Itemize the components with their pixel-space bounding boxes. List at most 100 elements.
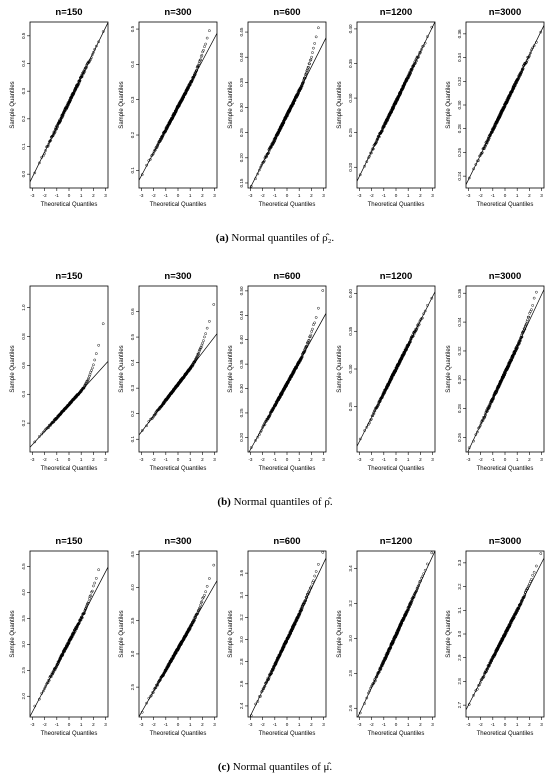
qq-point: [97, 568, 100, 572]
qq-point: [307, 66, 310, 69]
x-tick-label: -3: [248, 457, 253, 462]
x-axis-label: Theoretical Quantiles: [41, 466, 98, 472]
y-tick-label: 0.4: [130, 61, 135, 68]
qq-point: [204, 590, 207, 594]
x-tick-label: 0: [504, 193, 507, 198]
y-tick-label: 0.30: [457, 100, 462, 109]
caption-c: (c) Normal quantiles of μ̂.: [0, 761, 550, 773]
qq-point: [195, 356, 199, 359]
x-axis-label: Theoretical Quantiles: [368, 731, 425, 737]
y-tick-label: 0.35: [239, 77, 244, 86]
x-tick-label: 3: [431, 457, 434, 462]
qq-point: [374, 677, 378, 680]
qq-point: [93, 358, 97, 362]
panel-title: n=150: [55, 7, 82, 18]
x-tick-label: 3: [104, 193, 107, 198]
x-tick-label: -1: [491, 457, 496, 462]
qq-point: [374, 140, 378, 144]
plot-frame: [138, 285, 218, 453]
x-tick-label: 3: [213, 193, 216, 198]
qq-point: [305, 69, 309, 72]
y-tick-label: 0.3: [21, 88, 26, 95]
panel-b-1: n=150-3 -2 -1 0 1 2 30.20.40.60.81.0Theoretica…: [10, 271, 109, 472]
qq-point: [526, 318, 529, 322]
qq-reference-line: [249, 37, 326, 188]
x-tick-label: -2: [43, 722, 48, 727]
x-tick-label: -3: [139, 722, 144, 727]
y-tick-label: 4.0: [130, 584, 135, 591]
qq-point: [310, 330, 313, 333]
x-axis-label: Theoretical Quantiles: [368, 466, 425, 472]
panel-b-4: n=1200-3 -2 -1 0 1 2 30.250.300.350.40Theoreti…: [337, 271, 436, 472]
panel-b-5: n=3000-3 -2 -1 0 1 2 30.260.280.300.320.340.36…: [446, 271, 545, 472]
qq-point: [530, 308, 533, 312]
qq-point: [72, 90, 76, 93]
y-tick-label: 0.25: [239, 408, 244, 417]
y-tick-label: 0.45: [239, 310, 244, 319]
qq-point: [203, 45, 206, 49]
y-axis-label: Sample Quantiles: [10, 81, 16, 128]
sample-points: [249, 26, 320, 188]
x-tick-label: -2: [152, 722, 157, 727]
x-tick-label: -1: [164, 193, 169, 198]
qq-reference-line: [466, 557, 544, 711]
qq-point: [313, 42, 316, 45]
x-tick-label: 2: [310, 457, 313, 462]
qq-point: [44, 685, 47, 688]
x-axis-label: Theoretical Quantiles: [150, 466, 207, 472]
panel-a-1: n=150-3 -2 -1 0 1 2 30.00.10.20.30.40.5Theoret…: [10, 7, 109, 208]
x-tick-label: -3: [248, 193, 253, 198]
x-tick-label: -2: [370, 722, 375, 727]
x-axis-label: Theoretical Quantiles: [477, 731, 534, 737]
x-tick-label: 0: [395, 457, 398, 462]
y-tick-label: 0.40: [348, 24, 353, 33]
qq-point: [212, 563, 216, 567]
y-axis-label: Sample Quantiles: [446, 610, 452, 657]
qq-reference-line: [139, 33, 217, 181]
caption-label: (c): [217, 761, 231, 773]
y-tick-label: 3.0: [239, 636, 244, 643]
x-tick-label: 3: [322, 722, 325, 727]
x-tick-label: 2: [92, 722, 95, 727]
qq-point: [198, 347, 202, 351]
y-tick-label: 0.30: [457, 375, 462, 384]
sample-points: [249, 289, 325, 449]
qq-point: [202, 339, 205, 342]
qq-reference-line: [139, 580, 217, 717]
y-tick-label: 0.1: [21, 143, 26, 150]
qq-reference-line: [139, 333, 217, 436]
panel-title: n=150: [55, 536, 82, 547]
y-tick-label: 3.5: [21, 615, 26, 622]
y-tick-label: 0.15: [239, 178, 244, 187]
panel-a-5: n=3000-3 -2 -1 0 1 2 30.240.260.280.300.320.34…: [446, 7, 545, 208]
qq-point: [204, 332, 207, 335]
x-tick-label: -2: [261, 457, 266, 462]
y-tick-label: 2.9: [457, 654, 462, 661]
y-tick-label: 0.20: [348, 162, 353, 171]
x-axis-label: Theoretical Quantiles: [150, 731, 207, 737]
x-axis-label: Theoretical Quantiles: [259, 202, 316, 208]
panel-a-3: n=600-3 -2 -1 0 1 2 30.150.200.250.300.350.400…: [228, 7, 327, 208]
panel-c-5: n=3000-3 -2 -1 0 1 2 32.72.82.93.03.13.23.3The…: [446, 536, 545, 737]
qq-point: [88, 597, 91, 600]
x-tick-label: 3: [431, 193, 434, 198]
panel-title: n=1200: [380, 271, 413, 282]
y-axis-label: Sample Quantiles: [446, 345, 452, 392]
x-tick-label: 2: [528, 193, 531, 198]
y-tick-label: 0.4: [130, 359, 135, 366]
x-tick-label: 2: [310, 722, 313, 727]
qq-point: [539, 552, 543, 555]
x-tick-label: 0: [68, 193, 71, 198]
y-tick-label: 0.6: [21, 362, 26, 369]
y-tick-label: 3.4: [239, 592, 244, 599]
qq-point: [523, 594, 526, 598]
panel-b-2: n=300-3 -2 -1 0 1 2 30.10.20.30.40.50.6Theoret…: [119, 271, 218, 472]
x-tick-label: 3: [322, 193, 325, 198]
qq-point: [213, 11, 215, 13]
y-tick-label: 2.8: [239, 658, 244, 665]
qq-point: [531, 573, 534, 577]
qq-point: [199, 603, 202, 607]
y-tick-label: 0.2: [21, 115, 26, 122]
qq-reference-line: [248, 313, 326, 452]
